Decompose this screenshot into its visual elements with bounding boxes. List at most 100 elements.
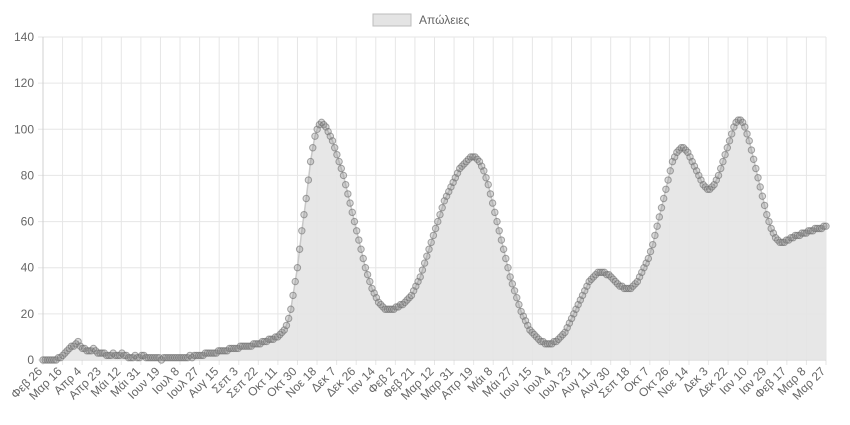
data-point[interactable] (284, 314, 293, 323)
data-point[interactable] (649, 240, 657, 249)
y-tick-label: 20 (21, 307, 35, 321)
data-point[interactable] (333, 150, 341, 159)
data-point[interactable] (664, 176, 672, 184)
data-point[interactable] (287, 305, 295, 313)
data-point[interactable] (749, 155, 758, 163)
data-point[interactable] (295, 245, 304, 253)
data-point[interactable] (436, 210, 444, 219)
data-point[interactable] (499, 245, 508, 253)
data-point[interactable] (341, 180, 350, 189)
legend[interactable]: Απώλειες (372, 13, 470, 27)
data-point[interactable] (361, 264, 370, 272)
data-point[interactable] (486, 190, 495, 198)
data-point[interactable] (725, 137, 734, 145)
data-point[interactable] (653, 222, 661, 230)
data-point[interactable] (743, 130, 751, 138)
data-point[interactable] (822, 222, 830, 230)
data-point[interactable] (765, 217, 773, 226)
data-point[interactable] (662, 185, 670, 193)
data-point[interactable] (482, 174, 490, 182)
data-point[interactable] (339, 171, 348, 180)
data-point[interactable] (756, 183, 764, 191)
data-point[interactable] (660, 194, 668, 203)
data-point[interactable] (366, 277, 374, 286)
data-point[interactable] (480, 167, 488, 175)
data-point[interactable] (760, 201, 769, 210)
data-point[interactable] (752, 164, 760, 173)
data-point[interactable] (309, 144, 317, 152)
data-point[interactable] (493, 217, 501, 226)
data-point[interactable] (282, 321, 291, 330)
data-point[interactable] (651, 231, 659, 240)
data-point[interactable] (423, 252, 431, 260)
data-point[interactable] (298, 227, 306, 235)
data-point[interactable] (438, 204, 446, 212)
data-point[interactable] (508, 280, 517, 288)
data-point[interactable] (504, 264, 512, 272)
data-point[interactable] (666, 167, 674, 175)
data-point[interactable] (363, 270, 372, 279)
data-point[interactable] (488, 199, 497, 207)
data-point[interactable] (495, 227, 503, 235)
data-point[interactable] (758, 192, 767, 200)
data-point[interactable] (513, 294, 521, 302)
data-point[interactable] (714, 171, 723, 180)
data-point[interactable] (420, 259, 429, 267)
data-point[interactable] (820, 222, 828, 230)
data-point[interactable] (754, 174, 762, 182)
data-point[interactable] (434, 217, 442, 226)
data-point[interactable] (502, 254, 510, 263)
data-point[interactable] (745, 137, 753, 145)
y-tick-label: 40 (21, 261, 35, 275)
data-point[interactable] (335, 157, 343, 166)
data-point[interactable] (350, 217, 359, 226)
data-point[interactable] (429, 231, 438, 240)
data-point[interactable] (723, 144, 731, 152)
data-point[interactable] (747, 146, 756, 154)
y-tick-label: 140 (14, 30, 34, 44)
data-point[interactable] (306, 157, 315, 166)
data-point[interactable] (357, 245, 365, 253)
data-point[interactable] (657, 204, 666, 212)
data-point[interactable] (337, 164, 345, 173)
data-point[interactable] (293, 264, 302, 272)
data-point[interactable] (497, 236, 506, 244)
data-point[interactable] (484, 180, 492, 189)
data-point[interactable] (418, 266, 427, 274)
data-point[interactable] (721, 150, 729, 159)
data-point[interactable] (427, 238, 435, 247)
data-point[interactable] (300, 210, 308, 219)
data-point[interactable] (491, 208, 499, 217)
data-point[interactable] (763, 210, 771, 219)
data-point[interactable] (510, 287, 519, 295)
series-area (43, 120, 826, 360)
data-point[interactable] (717, 164, 725, 173)
data-point[interactable] (727, 130, 736, 138)
data-point[interactable] (719, 157, 727, 166)
data-point[interactable] (352, 227, 361, 235)
data-point[interactable] (311, 132, 319, 140)
data-point[interactable] (655, 213, 664, 221)
data-point[interactable] (302, 194, 310, 203)
data-point[interactable] (515, 300, 523, 309)
data-point[interactable] (289, 291, 297, 300)
data-point[interactable] (416, 273, 424, 281)
data-point[interactable] (644, 254, 653, 263)
data-point[interactable] (344, 190, 352, 198)
data-point[interactable] (348, 208, 356, 217)
data-point[interactable] (741, 123, 749, 131)
data-point[interactable] (431, 224, 440, 233)
data-point[interactable] (646, 247, 655, 256)
y-tick-label: 120 (14, 76, 34, 90)
data-point[interactable] (506, 273, 514, 281)
data-point[interactable] (346, 199, 354, 207)
data-point[interactable] (331, 144, 339, 152)
data-point[interactable] (359, 254, 367, 263)
data-point[interactable] (355, 236, 363, 244)
data-point[interactable] (425, 245, 433, 253)
y-tick-label: 100 (14, 122, 34, 136)
data-point[interactable] (328, 137, 337, 145)
data-point[interactable] (291, 277, 299, 286)
data-point[interactable] (304, 176, 313, 184)
